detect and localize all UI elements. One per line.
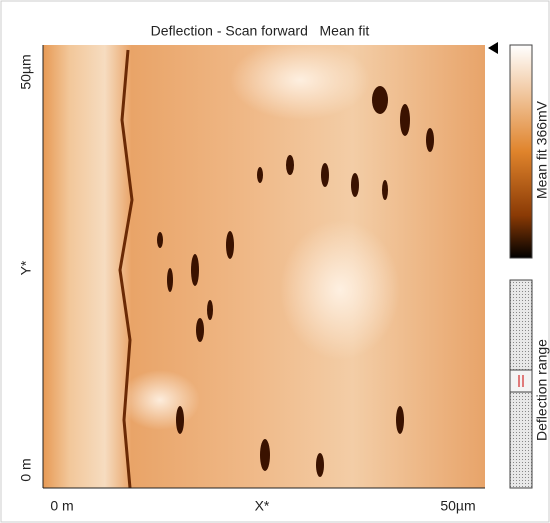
afm-image xyxy=(43,40,485,488)
x-axis-label: X* xyxy=(255,498,270,514)
x-right-label: 50µm xyxy=(440,498,475,514)
x-left-label: 0 m xyxy=(50,498,73,514)
title: Deflection - Scan forward Mean fit xyxy=(151,23,370,39)
afm-view: Deflection - Scan forward Mean fit 50µm … xyxy=(0,0,550,523)
colorbar xyxy=(510,45,532,258)
range-bar-label: Deflection range xyxy=(534,339,550,441)
y-bottom-label: 0 m xyxy=(18,458,34,481)
y-top-label: 50µm xyxy=(18,54,34,89)
colorbar-label: Mean fit 366mV xyxy=(534,100,550,199)
range-handle[interactable] xyxy=(510,370,532,392)
y-axis-label: Y* xyxy=(18,260,34,275)
